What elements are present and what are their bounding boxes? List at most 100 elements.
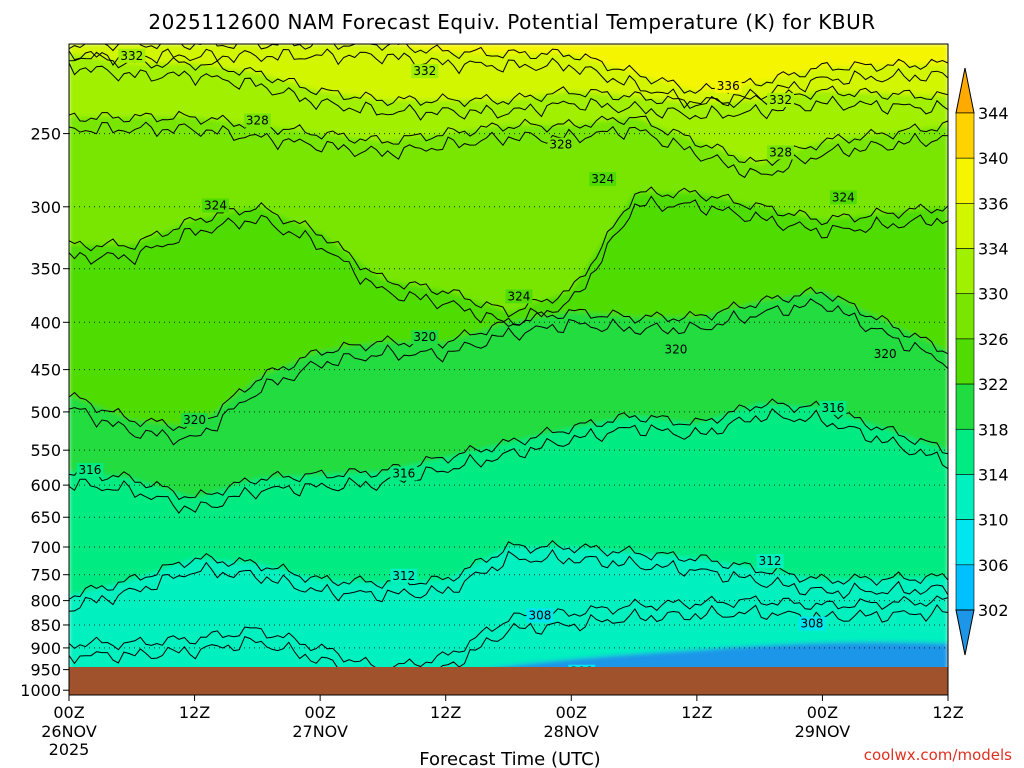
contour-label-bg xyxy=(589,172,617,187)
contour-line-332 xyxy=(69,50,948,110)
contour-label: 324 xyxy=(204,198,227,212)
contour-line-328 xyxy=(69,110,948,167)
contour-label-bg xyxy=(76,463,104,478)
colorbar-swatch xyxy=(955,383,975,430)
contour-label: 312 xyxy=(392,569,415,583)
contour-line-minor xyxy=(69,62,948,121)
colorbar-swatch xyxy=(955,519,975,566)
credit-link[interactable]: coolwx.com/models xyxy=(864,746,1012,764)
y-tick-label: 250 xyxy=(30,125,61,144)
contour-label: 316 xyxy=(78,463,101,477)
contour-lines xyxy=(69,44,948,685)
contour-label: 332 xyxy=(120,49,143,63)
x-tick-label: 00Z xyxy=(304,703,335,722)
colorbar-label: 322 xyxy=(978,375,1009,394)
colorbar-label: 344 xyxy=(978,104,1009,123)
surface-ground xyxy=(69,667,948,695)
colorbar-swatch xyxy=(955,293,975,340)
colorbar-swatch xyxy=(955,248,975,295)
contour-line-minor xyxy=(69,408,948,514)
colorbar-swatch xyxy=(955,157,975,204)
contour-label-bg xyxy=(202,198,229,213)
colorbar-label: 306 xyxy=(978,556,1009,575)
colorbar-swatch xyxy=(955,203,975,249)
contour-line-minor xyxy=(69,195,948,327)
colorbar-label: 340 xyxy=(978,149,1009,168)
y-axis-ticks: 250 300 350 400 450 500 550 600 650 700 750 800 850 9… xyxy=(20,125,69,700)
x-tick-label: 00Z xyxy=(556,703,587,722)
colorbar-label: 302 xyxy=(978,601,1009,620)
y-tick-label: 400 xyxy=(30,313,61,332)
contour-label: 312 xyxy=(759,554,782,568)
contour-line-minor xyxy=(69,48,948,109)
x-axis-title: Forecast Time (UTC) xyxy=(419,749,600,768)
y-tick-label: 900 xyxy=(30,639,61,658)
colorbar: 344 340 336 334 330 326 322 318 314 310 306 302 xyxy=(955,67,1009,656)
contour-label-bg xyxy=(756,554,784,569)
y-tick-label: 600 xyxy=(30,476,61,495)
y-tick-label: 700 xyxy=(30,538,61,557)
contour-label-bg xyxy=(767,93,795,108)
contour-label: 328 xyxy=(549,138,572,152)
contour-line-minor xyxy=(69,548,948,612)
contour-line-308 xyxy=(69,595,948,676)
y-tick-label: 650 xyxy=(30,508,61,527)
colorbar-label: 326 xyxy=(978,330,1009,349)
colorbar-label: 310 xyxy=(978,511,1009,530)
y-tick-label: 450 xyxy=(30,361,61,380)
contour-line-312 xyxy=(69,539,948,600)
y-tick-label: 850 xyxy=(30,616,61,635)
y-tick-label: 750 xyxy=(30,566,61,585)
colorbar-extend-top xyxy=(955,67,975,114)
colorbar-label: 314 xyxy=(978,465,1009,484)
x-tick-label: 12Z xyxy=(932,703,963,722)
x-tick-date: 26NOV xyxy=(41,722,97,741)
colorbar-swatch xyxy=(955,428,975,475)
contour-label-bg xyxy=(871,347,899,362)
contour-label: 320 xyxy=(413,330,436,344)
x-tick-label: 12Z xyxy=(179,703,210,722)
x-tick-date: 28NOV xyxy=(543,722,599,741)
contour-label-bg xyxy=(411,330,439,345)
contour-label: 328 xyxy=(769,145,792,159)
contour-label: 320 xyxy=(183,413,206,427)
colorbar-swatch xyxy=(955,564,975,611)
plot-area xyxy=(69,44,948,695)
contour-label-bg xyxy=(243,113,271,128)
y-tick-label: 950 xyxy=(30,661,61,680)
y-tick-label: 500 xyxy=(30,403,61,422)
y-tick-label: 550 xyxy=(30,441,61,460)
contour-label-bg xyxy=(411,64,439,79)
contour-label: 320 xyxy=(664,342,687,356)
contour-label: 332 xyxy=(769,93,792,107)
x-tick-year: 2025 xyxy=(49,740,90,759)
y-tick-label: 1000 xyxy=(20,681,61,700)
colorbar-label: 336 xyxy=(978,194,1009,213)
x-tick-label: 00Z xyxy=(53,703,84,722)
contour-label-bg xyxy=(819,400,847,415)
colorbar-label: 330 xyxy=(978,285,1009,304)
x-tick-date: 27NOV xyxy=(292,722,348,741)
chart-title: 2025112600 NAM Forecast Equiv. Potential… xyxy=(148,10,875,34)
contour-line-320 xyxy=(69,286,948,432)
colorbar-swatch xyxy=(955,112,975,159)
colorbar-swatch xyxy=(955,474,975,520)
colorbar-label: 334 xyxy=(978,240,1009,259)
contour-label-bg xyxy=(390,466,418,481)
x-tick-date: 29NOV xyxy=(795,722,851,741)
y-tick-label: 350 xyxy=(30,260,61,279)
contour-label: 336 xyxy=(717,79,740,93)
contour-line-324 xyxy=(69,186,948,318)
x-tick-label: 12Z xyxy=(681,703,712,722)
contour-label: 324 xyxy=(832,190,855,204)
contour-label: 320 xyxy=(874,347,897,361)
contour-label: 316 xyxy=(392,467,415,481)
contour-label: 316 xyxy=(821,401,844,415)
contour-label: 308 xyxy=(801,617,824,631)
contour-label-bg xyxy=(118,48,146,63)
contour-label-bg xyxy=(505,289,533,304)
contour-line-minor xyxy=(69,298,948,446)
contour-line-minor xyxy=(69,121,948,179)
contour-label: 324 xyxy=(508,289,531,303)
